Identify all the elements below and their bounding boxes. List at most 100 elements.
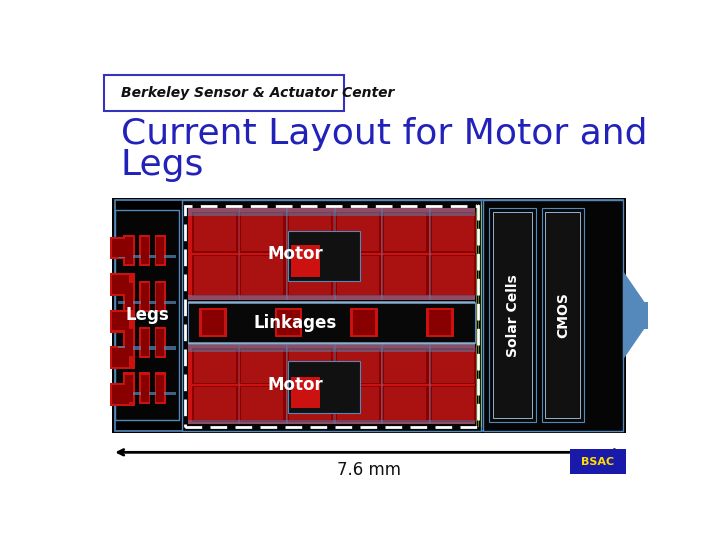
Bar	[125, 375, 133, 402]
Bar	[545, 212, 580, 418]
Text: Legs: Legs	[121, 148, 204, 182]
Bar	[287, 208, 288, 300]
Bar	[188, 302, 475, 343]
Bar	[334, 386, 381, 422]
Bar	[155, 235, 166, 266]
Bar	[384, 387, 426, 420]
Bar	[353, 310, 375, 335]
Bar	[476, 204, 477, 427]
Bar	[429, 208, 431, 300]
Bar	[182, 200, 481, 431]
Bar	[118, 346, 176, 349]
Bar	[109, 273, 135, 296]
Bar	[334, 208, 336, 300]
Bar	[238, 346, 240, 424]
FancyBboxPatch shape	[79, 57, 660, 489]
Bar	[109, 237, 135, 259]
Text: CMOS: CMOS	[556, 292, 570, 338]
Bar	[241, 256, 284, 295]
Bar	[382, 208, 383, 300]
Bar	[274, 308, 302, 337]
Bar	[382, 386, 428, 422]
Bar	[384, 213, 426, 252]
Bar	[112, 312, 129, 330]
Bar	[188, 342, 475, 345]
Bar	[155, 281, 166, 312]
Bar	[382, 348, 428, 384]
Bar	[239, 348, 286, 384]
Bar	[112, 239, 129, 258]
Bar	[139, 281, 150, 312]
Bar	[194, 387, 236, 420]
Bar	[238, 208, 240, 300]
Bar	[192, 212, 238, 253]
Bar	[432, 256, 474, 295]
Bar	[426, 308, 454, 337]
Bar	[194, 213, 236, 252]
Bar	[139, 327, 150, 358]
Bar	[337, 349, 379, 383]
Bar	[288, 231, 360, 281]
Bar	[125, 329, 133, 356]
Bar	[289, 349, 331, 383]
Bar	[141, 375, 148, 402]
Bar	[192, 386, 238, 422]
Bar	[478, 204, 480, 427]
Text: BSAC: BSAC	[581, 457, 614, 467]
Bar	[287, 348, 333, 384]
Text: Berkeley Sensor & Actuator Center: Berkeley Sensor & Actuator Center	[121, 86, 394, 100]
Bar	[118, 392, 176, 395]
Bar	[334, 255, 381, 296]
Bar	[483, 200, 623, 431]
Bar	[429, 346, 431, 424]
Bar	[432, 349, 474, 383]
Bar	[432, 213, 474, 252]
Bar	[623, 302, 654, 329]
Bar	[112, 275, 129, 294]
Bar	[337, 256, 379, 295]
Bar	[115, 211, 179, 420]
Text: Motor: Motor	[268, 376, 323, 394]
Bar	[432, 387, 474, 420]
Bar	[382, 212, 428, 253]
Bar	[118, 255, 176, 258]
Bar	[287, 255, 333, 296]
Bar	[291, 245, 320, 277]
Bar	[125, 238, 133, 265]
Bar	[384, 256, 426, 295]
Bar	[112, 348, 129, 367]
Bar	[489, 208, 536, 422]
Bar	[382, 255, 428, 296]
Bar	[382, 346, 383, 424]
Bar	[429, 310, 451, 335]
Bar	[188, 301, 475, 305]
Bar	[188, 295, 475, 300]
Bar	[141, 329, 148, 356]
Bar	[288, 361, 360, 413]
Bar	[188, 420, 475, 424]
Bar	[188, 346, 475, 352]
Bar	[124, 235, 135, 266]
Bar	[287, 386, 333, 422]
Bar	[156, 283, 164, 310]
Bar	[112, 385, 129, 404]
Bar	[287, 212, 333, 253]
Bar	[188, 208, 475, 216]
Bar	[192, 255, 238, 296]
Bar	[156, 238, 164, 265]
Bar	[239, 212, 286, 253]
Bar	[109, 310, 135, 333]
Bar	[289, 256, 331, 295]
Bar	[192, 348, 238, 384]
Polygon shape	[623, 271, 654, 360]
Bar	[202, 310, 224, 335]
Text: 7.6 mm: 7.6 mm	[337, 461, 401, 478]
Bar	[291, 377, 320, 408]
Bar	[125, 283, 133, 310]
Bar	[542, 208, 584, 422]
Bar	[384, 349, 426, 383]
Bar	[337, 387, 379, 420]
Bar	[124, 327, 135, 358]
Bar	[287, 346, 288, 424]
Bar	[188, 208, 475, 300]
